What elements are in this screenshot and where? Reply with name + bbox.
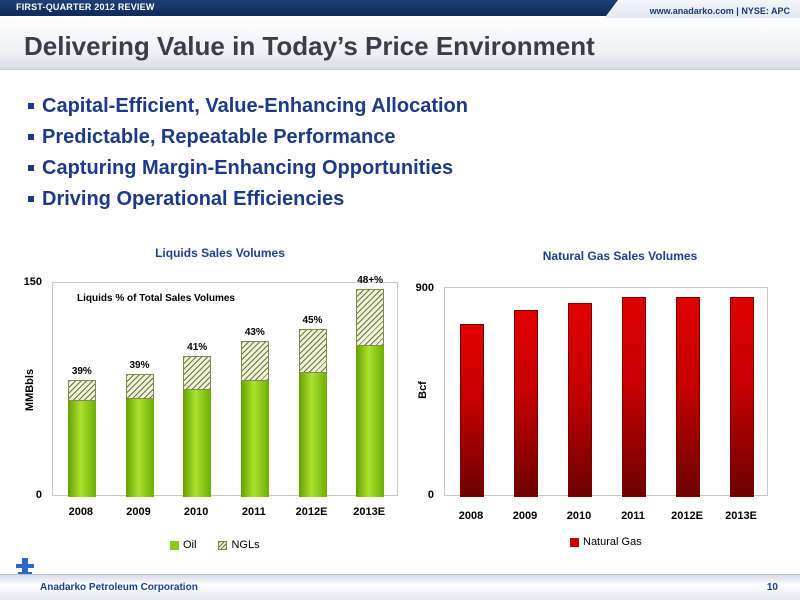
bullet-square-icon <box>28 103 34 109</box>
x-tick-label: 2011 <box>241 506 266 518</box>
liquids-y-tick-min: 0 <box>35 489 42 501</box>
title-bar: Delivering Value in Today’s Price Enviro… <box>0 18 800 70</box>
x-tick-label: 2008 <box>68 506 94 518</box>
legend-label-oil: Oil <box>183 539 197 551</box>
legend-item-natural-gas: Natural Gas <box>570 536 642 548</box>
bar-natural-gas-2013e <box>730 297 754 497</box>
x-tick-label: 2010 <box>183 506 209 518</box>
section-label: FIRST-QUARTER 2012 REVIEW <box>16 2 155 12</box>
x-tick-label: 2012E <box>295 506 328 518</box>
footer-bar: Anadarko Petroleum Corporation 10 <box>0 574 800 600</box>
oil-swatch-icon <box>170 540 179 550</box>
data-label-2013e: 48+% <box>357 274 384 286</box>
liquids-plot-area: Liquids % of Total Sales Volumes 39% 39% 4… <box>52 275 398 497</box>
bar-ngls-2009 <box>125 374 154 399</box>
legend-item-oil: Oil <box>170 539 196 551</box>
x-tick-label: 2013E <box>353 506 386 518</box>
data-label-2011: 43% <box>244 327 265 339</box>
bar-ngls-2008 <box>67 380 96 402</box>
bullet-square-icon <box>28 165 34 171</box>
bar-natural-gas-2009 <box>514 310 538 497</box>
bullet-item: Predictable, Repeatable Performance <box>28 125 468 156</box>
bar-ngls-2010 <box>183 355 212 390</box>
bullet-item: Capital-Efficient, Value-Enhancing Alloc… <box>28 94 468 125</box>
x-tick-label: 2009 <box>512 510 538 522</box>
bar-natural-gas-2008 <box>460 323 484 497</box>
liquids-y-tick-max: 150 <box>23 276 42 288</box>
bar-oil-2011 <box>240 381 269 497</box>
data-label-2010: 41% <box>187 341 208 353</box>
bar-oil-2008 <box>67 401 96 497</box>
data-label-2009: 39% <box>129 360 150 372</box>
bullet-text: Capital-Efficient, Value-Enhancing Alloc… <box>42 95 468 117</box>
website-link[interactable]: www.anadarko.com | NYSE: APC <box>649 6 790 16</box>
x-tick-label: 2012E <box>671 510 703 522</box>
gas-y-tick-max: 900 <box>415 282 434 294</box>
bar-ngls-2011 <box>240 341 269 382</box>
gas-legend: Natural Gas <box>570 536 664 548</box>
gas-plot-area <box>444 287 768 497</box>
bullet-list: Capital-Efficient, Value-Enhancing Alloc… <box>28 94 468 218</box>
bar-oil-2009 <box>125 398 154 497</box>
liquids-chart-subtitle: Liquids % of Total Sales Volumes <box>77 293 235 304</box>
bullet-item: Capturing Margin-Enhancing Opportunities <box>28 156 468 187</box>
x-tick-label: 2013E <box>725 510 757 522</box>
page-number: 10 <box>766 582 778 593</box>
legend-label-ngls: NGLs <box>231 539 260 551</box>
bar-natural-gas-2012e <box>676 297 700 497</box>
x-tick-label: 2010 <box>566 510 592 522</box>
bar-natural-gas-2010 <box>568 303 592 497</box>
bullet-square-icon <box>28 134 34 140</box>
natural-gas-swatch-icon <box>570 537 579 547</box>
top-banner: FIRST-QUARTER 2012 REVIEW <box>0 0 800 16</box>
liquids-y-axis-label: MMBbls <box>24 368 36 412</box>
company-name: Anadarko Petroleum Corporation <box>40 582 198 593</box>
bar-oil-2012e <box>298 372 327 497</box>
liquids-legend: Oil NGLs <box>170 539 282 551</box>
gas-chart-title: Natural Gas Sales Volumes <box>542 249 698 263</box>
bullet-text: Driving Operational Efficiencies <box>42 188 345 210</box>
x-tick-label: 2009 <box>126 506 151 518</box>
bar-oil-2013e <box>356 345 385 497</box>
page-title: Delivering Value in Today’s Price Enviro… <box>24 31 595 61</box>
legend-item-ngls: NGLs <box>218 539 260 551</box>
data-label-2008: 39% <box>71 366 92 377</box>
bar-oil-2010 <box>183 390 212 497</box>
bar-natural-gas-2011 <box>622 297 646 497</box>
bar-ngls-2013e <box>356 288 385 346</box>
x-tick-label: 2011 <box>621 510 645 522</box>
bullet-text: Predictable, Repeatable Performance <box>42 126 396 148</box>
legend-label-natural-gas: Natural Gas <box>583 536 642 548</box>
bullet-item: Driving Operational Efficiencies <box>28 187 468 218</box>
bar-ngls-2012e <box>298 328 327 373</box>
data-label-2012e: 45% <box>302 314 323 326</box>
ngls-swatch-icon <box>218 540 228 550</box>
liquids-chart-title: Liquids Sales Volumes <box>155 246 285 260</box>
bullet-square-icon <box>28 196 34 202</box>
gas-y-axis-label: Bcf <box>417 381 429 399</box>
gas-y-tick-min: 0 <box>427 489 434 501</box>
x-tick-label: 2008 <box>458 510 484 522</box>
bullet-text: Capturing Margin-Enhancing Opportunities <box>42 157 454 179</box>
